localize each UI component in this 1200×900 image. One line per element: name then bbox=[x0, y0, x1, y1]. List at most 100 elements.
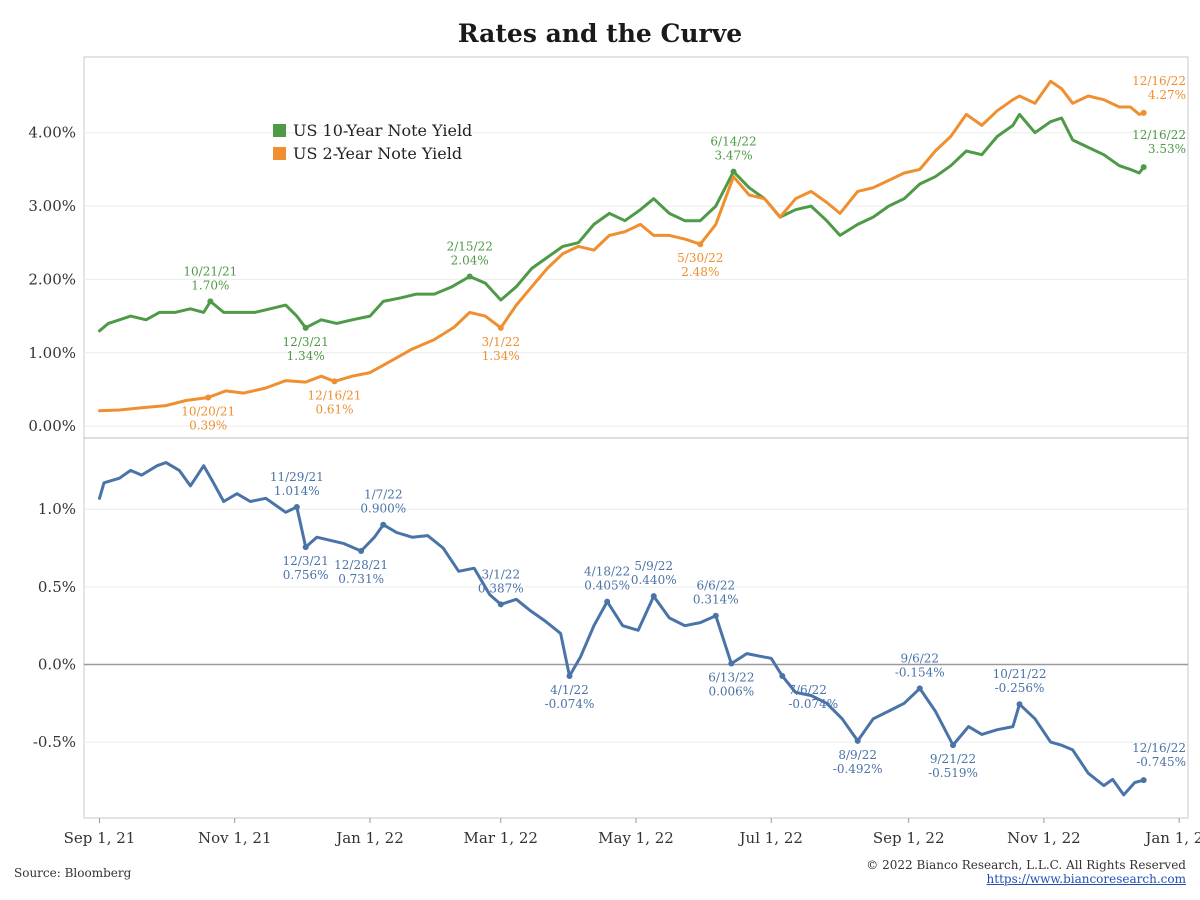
annotation-value: -0.154% bbox=[895, 665, 945, 679]
annotation-date: 9/6/22 bbox=[900, 651, 939, 665]
annotation-value: -0.256% bbox=[995, 681, 1045, 695]
annotation-point bbox=[712, 612, 719, 619]
y-tick-label: 0.00% bbox=[28, 417, 76, 435]
x-tick-label: Mar 1, 22 bbox=[464, 829, 538, 847]
annotation-point bbox=[697, 241, 704, 248]
annotation-date: 12/16/22 bbox=[1132, 128, 1186, 142]
annotation-value: 0.314% bbox=[693, 593, 739, 607]
annotation-date: 12/3/21 bbox=[283, 554, 329, 568]
annotation-value: -0.074% bbox=[788, 697, 838, 711]
annotation-point bbox=[1016, 701, 1023, 708]
annotation-date: 2/15/22 bbox=[447, 239, 493, 253]
annotation-point bbox=[1140, 164, 1147, 171]
x-tick-label: Jan 1, 23 bbox=[1143, 829, 1200, 847]
annotation-date: 10/21/22 bbox=[993, 667, 1047, 681]
copyright-text: © 2022 Bianco Research, L.L.C. All Right… bbox=[866, 858, 1186, 872]
y-tick-label: 3.00% bbox=[28, 197, 76, 215]
annotation-value: 0.756% bbox=[283, 568, 329, 582]
annotation-point bbox=[302, 544, 309, 551]
annotation-value: 3.47% bbox=[714, 149, 752, 163]
annotation-value: 0.731% bbox=[338, 572, 384, 586]
legend-swatch bbox=[273, 147, 286, 160]
annotation-point bbox=[293, 504, 300, 511]
annotation-point bbox=[730, 168, 737, 175]
annotation-date: 10/20/21 bbox=[181, 405, 235, 419]
series-line-us-10-year-note-yield bbox=[98, 112, 1146, 333]
series-line-10y-2y-spread bbox=[98, 461, 1146, 797]
annotation-date: 8/9/22 bbox=[838, 748, 877, 762]
website-link[interactable]: https://www.biancoresearch.com bbox=[986, 872, 1186, 886]
annotation-point bbox=[779, 672, 786, 679]
annotation-point bbox=[1140, 109, 1147, 116]
y-tick-label: 4.00% bbox=[28, 124, 76, 142]
legend-label: US 10-Year Note Yield bbox=[293, 121, 472, 140]
annotation-point bbox=[331, 378, 338, 385]
annotation-point bbox=[604, 598, 611, 605]
annotation-date: 5/30/22 bbox=[677, 251, 723, 265]
annotation-date: 5/9/22 bbox=[634, 559, 673, 573]
annotation-point bbox=[854, 737, 861, 744]
x-tick-label: Nov 1, 21 bbox=[198, 829, 272, 847]
annotation-value: 0.405% bbox=[584, 579, 630, 593]
annotation-point bbox=[497, 601, 504, 608]
annotation-point bbox=[650, 593, 657, 600]
annotation-date: 12/16/22 bbox=[1132, 74, 1186, 88]
annotation-value: -0.745% bbox=[1136, 755, 1186, 769]
y-tick-label: 1.0% bbox=[38, 500, 76, 518]
annotation-point bbox=[1140, 777, 1147, 784]
x-tick-label: May 1, 22 bbox=[598, 829, 674, 847]
annotation-date: 10/21/21 bbox=[183, 264, 237, 278]
annotation-value: 0.61% bbox=[315, 402, 353, 416]
annotation-value: 2.48% bbox=[681, 265, 719, 279]
annotation-date: 12/16/21 bbox=[308, 388, 362, 402]
annotation-value: 0.39% bbox=[189, 419, 227, 433]
annotation-date: 3/1/22 bbox=[481, 335, 520, 349]
y-tick-label: 1.00% bbox=[28, 344, 76, 362]
annotation-value: 4.27% bbox=[1148, 88, 1186, 102]
annotation-point bbox=[205, 394, 212, 401]
annotation-value: -0.492% bbox=[833, 762, 883, 776]
annotation-point bbox=[916, 685, 923, 692]
chart-title: Rates and the Curve bbox=[458, 19, 742, 48]
y-tick-label: 0.5% bbox=[38, 578, 76, 596]
annotation-date: 11/29/21 bbox=[270, 470, 324, 484]
annotation-value: 1.34% bbox=[482, 349, 520, 363]
annotation-date: 9/21/22 bbox=[930, 752, 976, 766]
y-tick-label: 2.00% bbox=[28, 270, 76, 288]
annotation-value: 0.440% bbox=[631, 573, 677, 587]
annotation-point bbox=[358, 547, 365, 554]
annotation-value: 0.006% bbox=[708, 685, 754, 699]
annotation-value: -0.519% bbox=[928, 766, 978, 780]
x-tick-label: Sep 1, 22 bbox=[873, 829, 945, 847]
annotation-point bbox=[466, 273, 473, 280]
x-tick-label: Nov 1, 22 bbox=[1007, 829, 1081, 847]
annotation-point bbox=[207, 298, 214, 305]
legend-label: US 2-Year Note Yield bbox=[293, 144, 462, 163]
annotation-date: 12/3/21 bbox=[283, 335, 329, 349]
series-line-us-2-year-note-yield bbox=[98, 79, 1146, 413]
annotation-date: 12/16/22 bbox=[1132, 741, 1186, 755]
y-tick-label: -0.5% bbox=[33, 733, 76, 751]
x-tick-label: Jan 1, 22 bbox=[334, 829, 404, 847]
y-tick-label: 0.0% bbox=[38, 655, 76, 673]
annotation-point bbox=[566, 672, 573, 679]
x-tick-label: Sep 1, 21 bbox=[64, 829, 136, 847]
annotation-date: 6/13/22 bbox=[708, 671, 754, 685]
annotation-value: 0.900% bbox=[360, 502, 406, 516]
annotation-date: 4/18/22 bbox=[584, 565, 630, 579]
annotation-point bbox=[380, 521, 387, 528]
annotation-date: 12/28/21 bbox=[334, 558, 388, 572]
annotation-value: 0.387% bbox=[478, 581, 524, 595]
annotation-value: 2.04% bbox=[451, 253, 489, 267]
annotation-point bbox=[302, 324, 309, 331]
annotation-date: 3/1/22 bbox=[481, 567, 520, 581]
annotation-date: 4/1/22 bbox=[550, 683, 589, 697]
copyright-block: © 2022 Bianco Research, L.L.C. All Right… bbox=[866, 858, 1186, 886]
annotation-value: -0.074% bbox=[545, 697, 595, 711]
source-note: Source: Bloomberg bbox=[14, 866, 132, 880]
x-tick-label: Jul 1, 22 bbox=[738, 829, 803, 847]
annotation-date: 7/6/22 bbox=[788, 683, 827, 697]
annotation-point bbox=[950, 742, 957, 749]
annotation-value: 1.70% bbox=[191, 278, 229, 292]
